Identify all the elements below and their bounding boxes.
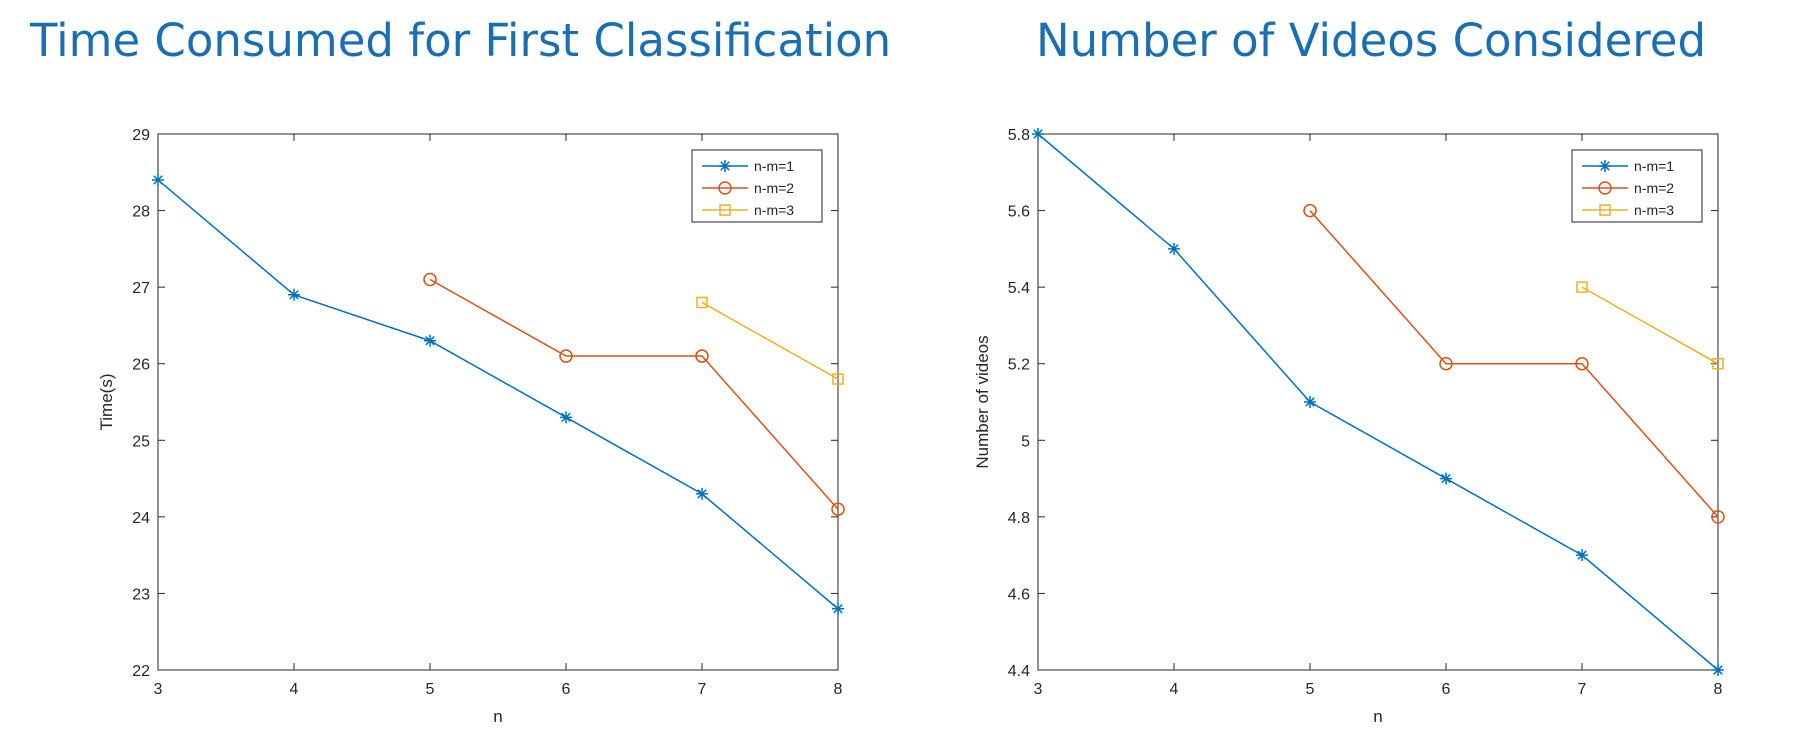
data-point (559, 349, 573, 363)
data-point (423, 272, 437, 287)
y-axis-label: Number of videos (973, 335, 992, 468)
y-tick-label: 23 (132, 586, 150, 603)
data-point (288, 288, 300, 301)
legend-marker (1599, 160, 1611, 172)
x-tick-label: 7 (698, 681, 707, 698)
y-tick-label: 26 (132, 357, 150, 374)
legend-label: n-m=2 (1634, 180, 1674, 196)
legend: n-m=1 n-m=2 n-m=3 (1571, 149, 1703, 223)
data-point (1439, 356, 1453, 371)
y-tick-label: 24 (132, 510, 150, 527)
x-tick-label: 4 (1170, 681, 1179, 698)
legend-marker (718, 181, 732, 195)
legend-label: n-m=1 (1634, 158, 1674, 174)
chart-title-videos: Number of Videos Considered (1036, 14, 1707, 67)
y-axis-label: Time(s) (97, 374, 116, 431)
y-tick-label: 4.4 (1008, 663, 1030, 680)
x-tick-label: 5 (1306, 681, 1315, 698)
chart-0: 3 4 5 6 7 8 22 23 24 25 26 27 28 29 n Time(s) n-m=1 n-m=2… (97, 127, 845, 726)
series-line (1581, 286, 1719, 365)
y-tick-label: 5.8 (1008, 127, 1030, 144)
data-point (152, 173, 164, 186)
data-point (696, 487, 708, 500)
legend-marker (1599, 204, 1611, 216)
x-tick-label: 5 (426, 681, 435, 698)
x-tick-label: 7 (1578, 681, 1587, 698)
data-point (1712, 664, 1724, 676)
data-point (1712, 357, 1724, 370)
data-point (832, 373, 844, 385)
y-tick-label: 4.8 (1008, 510, 1030, 527)
legend-marker (1598, 181, 1612, 195)
data-point (1576, 549, 1588, 562)
data-point (1576, 281, 1588, 293)
series-line (1037, 133, 1719, 671)
series-n-m=3 (1576, 281, 1724, 370)
y-tick-label: 5.6 (1008, 204, 1030, 221)
series-line (701, 301, 839, 380)
x-tick-label: 6 (1442, 681, 1451, 698)
legend-label: n-m=3 (1634, 202, 1674, 218)
plot-area-frame (1037, 133, 1719, 671)
series-line (429, 278, 839, 510)
x-tick-label: 3 (1034, 681, 1043, 698)
legend-label: n-m=2 (754, 180, 794, 196)
data-point (1303, 203, 1317, 218)
data-point (696, 296, 708, 309)
y-tick-label: 5 (1021, 433, 1030, 450)
y-tick-label: 28 (132, 204, 150, 221)
y-tick-label: 27 (132, 280, 150, 297)
chart-title-time: Time Consumed for First Classification (30, 14, 892, 67)
legend-label: n-m=1 (754, 158, 794, 174)
chart-1: 3 4 5 6 7 8 4.4 4.6 4.8 5 5.2 5.4 5.6 5.8 n Number of v… (973, 127, 1725, 726)
data-point (1168, 242, 1180, 255)
series-n-m=1 (1032, 128, 1724, 676)
data-point (831, 502, 845, 516)
series-n-m=2 (423, 272, 845, 516)
series-n-m=3 (696, 296, 844, 385)
x-tick-label: 8 (1714, 681, 1723, 698)
data-point (695, 349, 709, 363)
x-tick-label: 3 (154, 681, 163, 698)
legend: n-m=1 n-m=2 n-m=3 (691, 149, 823, 223)
x-tick-label: 4 (290, 681, 299, 698)
data-point (1575, 356, 1589, 371)
x-tick-label: 6 (562, 681, 571, 698)
data-point (1440, 472, 1452, 485)
data-point (832, 602, 844, 615)
data-point (1032, 128, 1044, 140)
x-tick-label: 8 (834, 681, 843, 698)
x-axis-label: n (493, 707, 502, 726)
series-line (1309, 210, 1719, 518)
legend-marker (719, 204, 731, 216)
y-tick-label: 22 (132, 663, 150, 680)
y-tick-label: 5.4 (1008, 280, 1030, 297)
plot-area-frame (157, 133, 839, 671)
y-tick-label: 5.2 (1008, 357, 1030, 374)
x-axis-label: n (1373, 707, 1382, 726)
series-line (157, 179, 839, 610)
y-tick-label: 4.6 (1008, 586, 1030, 603)
data-point (560, 411, 572, 424)
data-point (1304, 396, 1316, 408)
legend-marker (719, 160, 731, 172)
data-point (1711, 510, 1725, 524)
y-tick-label: 25 (132, 433, 150, 450)
y-tick-label: 29 (132, 127, 150, 144)
data-point (424, 334, 436, 347)
series-n-m=1 (152, 173, 844, 615)
legend-label: n-m=3 (754, 202, 794, 218)
series-n-m=2 (1303, 203, 1725, 524)
